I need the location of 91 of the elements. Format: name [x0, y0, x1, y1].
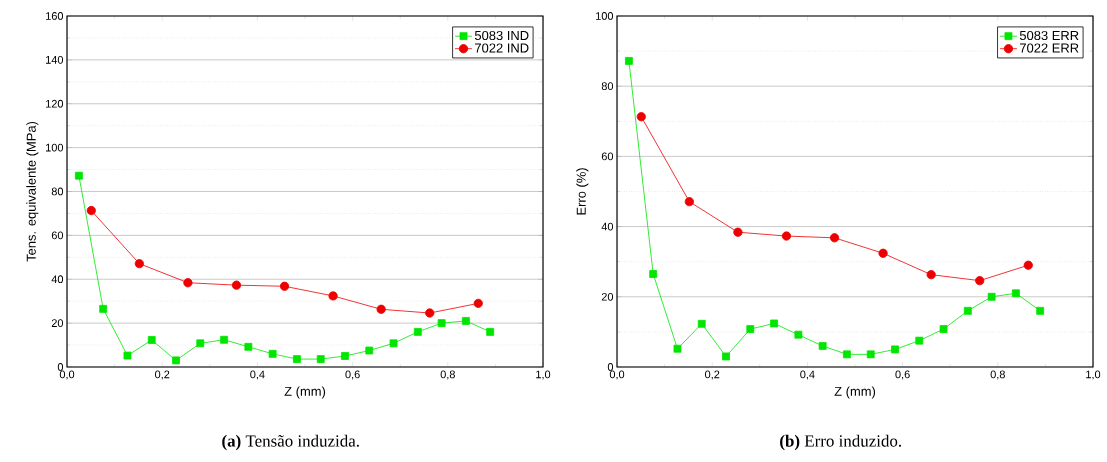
- point: [684, 197, 694, 207]
- point: [279, 281, 290, 291]
- y-tick-label: 20: [51, 319, 64, 327]
- point: [123, 351, 132, 360]
- point: [781, 231, 792, 241]
- point: [462, 317, 470, 325]
- x-tick-label: 0,0: [59, 370, 75, 380]
- y-tick-label: 40: [601, 222, 614, 231]
- x-tick-label: 1,0: [1086, 370, 1101, 380]
- legend-label: 7022 ERR: [1020, 43, 1079, 53]
- y-axis-title: Tens. equivalente (MPa): [26, 121, 39, 262]
- point: [794, 330, 803, 339]
- point: [413, 327, 422, 336]
- y-tick-label: 0: [607, 363, 614, 371]
- legend-label: 5083 IND: [474, 30, 529, 41]
- y-tick-label: 60: [601, 152, 614, 161]
- y-axis-title: Erro (%): [576, 168, 589, 215]
- y-tick-label: 60: [51, 231, 64, 240]
- text: (b) Erro induzido.: [780, 434, 902, 451]
- point: [843, 350, 851, 359]
- point: [878, 248, 888, 258]
- x-tick-label: 0,2: [705, 370, 720, 380]
- x-tick-label: 0,8: [440, 370, 455, 380]
- y-tick-label: 0: [57, 363, 64, 371]
- point: [1036, 306, 1045, 315]
- point: [915, 336, 924, 345]
- point: [975, 276, 985, 286]
- point: [365, 346, 374, 355]
- point: [220, 335, 228, 344]
- point: [770, 319, 778, 328]
- x-tick-label: 0,0: [609, 370, 625, 380]
- point: [697, 319, 706, 328]
- point: [818, 342, 827, 350]
- x-tick-label: 0,6: [895, 370, 910, 380]
- point: [268, 349, 277, 358]
- point: [829, 233, 840, 243]
- point: [437, 319, 446, 328]
- point: [86, 205, 96, 216]
- point: [425, 308, 435, 318]
- y-tick-label: 20: [601, 292, 614, 301]
- legend-label: 7022 IND: [475, 43, 529, 53]
- point: [183, 278, 193, 288]
- x-tick-label: 0,4: [250, 370, 265, 380]
- point: [625, 57, 633, 65]
- point: [376, 304, 386, 314]
- y-tick-label: 100: [46, 143, 64, 152]
- point: [316, 355, 325, 363]
- point: [75, 171, 83, 180]
- text: (a) Tensão induzida.: [222, 434, 359, 451]
- point: [328, 291, 338, 301]
- point: [987, 292, 996, 301]
- point: [1023, 260, 1033, 270]
- x-tick-label: 0,4: [800, 370, 815, 380]
- point: [866, 350, 875, 359]
- x-tick-label: 1,0: [536, 370, 551, 380]
- x-tick-label: 0,2: [155, 370, 170, 380]
- point: [891, 345, 899, 354]
- point: [486, 327, 495, 336]
- y-tick-label: 80: [51, 187, 64, 196]
- x-axis-title: Z (mm): [834, 386, 876, 399]
- point: [172, 356, 180, 365]
- x-tick-label: 0,6: [345, 370, 360, 380]
- y-tick-label: 100: [596, 12, 614, 20]
- point: [963, 306, 972, 315]
- x-axis-title: Z (mm): [284, 386, 326, 399]
- point: [389, 339, 398, 348]
- point: [196, 339, 205, 348]
- point: [746, 325, 755, 333]
- point: [293, 355, 301, 363]
- point: [99, 304, 108, 313]
- point: [147, 336, 156, 344]
- point: [473, 298, 483, 308]
- point: [231, 280, 242, 290]
- point: [1012, 289, 1020, 298]
- point: [636, 112, 646, 122]
- point: [722, 352, 730, 361]
- x-tick-label: 0,8: [990, 370, 1005, 380]
- point: [649, 270, 658, 278]
- legend-label: 5083 ERR: [1019, 30, 1079, 41]
- point: [939, 325, 948, 333]
- y-tick-label: 140: [46, 55, 64, 64]
- point: [926, 270, 936, 280]
- point: [673, 344, 682, 353]
- point: [733, 227, 743, 237]
- point: [244, 342, 253, 351]
- point: [134, 259, 144, 269]
- point: [341, 352, 349, 360]
- y-tick-label: 40: [51, 275, 64, 284]
- y-tick-label: 80: [601, 82, 614, 91]
- y-tick-label: 160: [46, 12, 64, 20]
- y-tick-label: 120: [46, 99, 64, 108]
